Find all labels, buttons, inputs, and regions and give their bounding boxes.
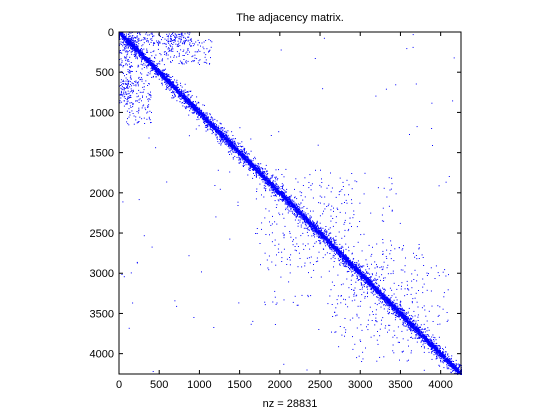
nonzero-entry — [417, 334, 418, 335]
nonzero-entry — [199, 107, 200, 108]
nonzero-entry — [160, 72, 161, 73]
nonzero-entry — [346, 255, 347, 256]
nonzero-entry — [318, 235, 319, 236]
nonzero-entry — [355, 265, 356, 266]
nonzero-entry — [300, 210, 301, 211]
nonzero-entry — [319, 236, 320, 237]
nonzero-entry — [208, 123, 209, 124]
nonzero-entry — [343, 255, 344, 256]
nonzero-entry — [139, 56, 140, 57]
nonzero-entry — [215, 123, 216, 124]
nonzero-entry — [227, 142, 228, 143]
nonzero-entry — [229, 141, 230, 142]
nonzero-entry — [294, 202, 295, 203]
nonzero-entry — [168, 86, 169, 87]
nonzero-entry — [404, 312, 405, 313]
nonzero-entry — [361, 272, 362, 273]
nonzero-entry — [225, 136, 226, 137]
nonzero-entry — [427, 344, 428, 345]
nonzero-entry — [279, 196, 280, 197]
nonzero-entry — [452, 368, 453, 369]
nonzero-entry — [373, 288, 374, 289]
nonzero-entry — [343, 254, 344, 255]
nonzero-entry — [352, 269, 353, 270]
nonzero-entry — [238, 153, 239, 154]
nonzero-entry — [121, 35, 122, 36]
nonzero-entry — [206, 121, 207, 122]
nonzero-entry — [142, 51, 143, 52]
nonzero-entry — [160, 70, 161, 71]
nonzero-entry — [201, 112, 202, 113]
nonzero-entry — [233, 149, 234, 150]
nonzero-entry — [306, 223, 307, 224]
nonzero-entry — [136, 53, 137, 54]
nonzero-entry — [334, 243, 335, 244]
nonzero-entry — [407, 322, 408, 323]
nonzero-entry — [224, 133, 225, 134]
nonzero-entry — [265, 173, 266, 174]
nonzero-entry — [396, 307, 397, 308]
nonzero-entry — [310, 220, 311, 221]
nonzero-entry — [213, 122, 214, 123]
nonzero-entries — [119, 32, 462, 375]
nonzero-entry — [187, 97, 188, 98]
nonzero-entry — [328, 239, 329, 240]
nonzero-entry — [415, 325, 416, 326]
nonzero-entry — [430, 338, 431, 339]
nonzero-entry — [223, 140, 224, 141]
nonzero-entry — [266, 177, 267, 178]
nonzero-entry — [324, 242, 325, 243]
nonzero-entry — [145, 60, 146, 61]
chart-title: The adjacency matrix. — [236, 12, 344, 24]
